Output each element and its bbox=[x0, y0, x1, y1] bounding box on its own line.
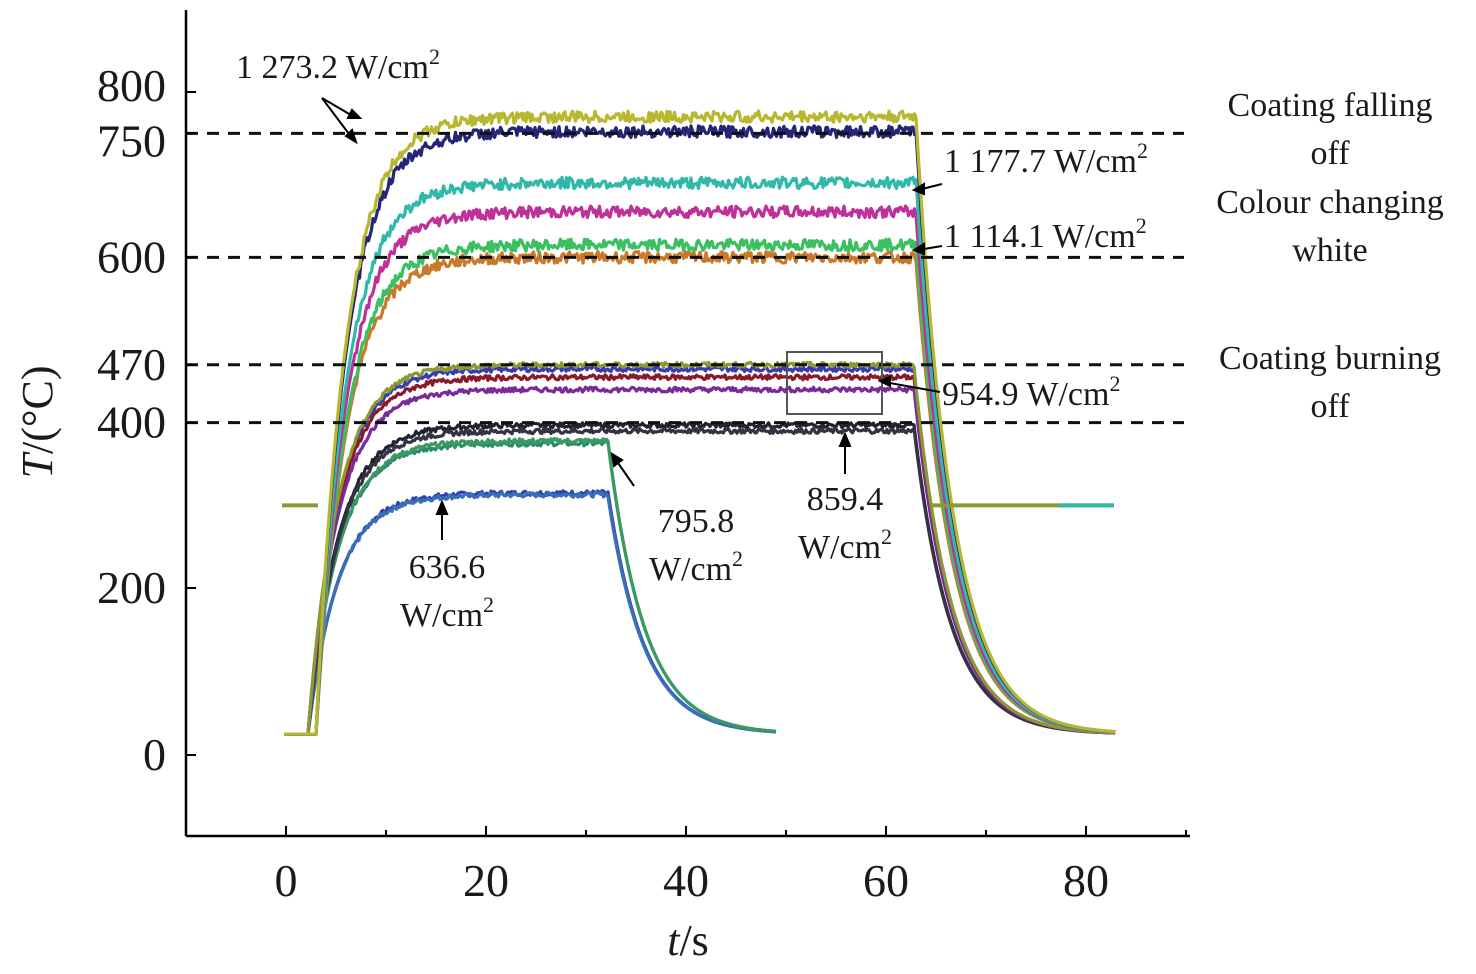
x-axis-title-unit: /s bbox=[679, 916, 708, 965]
annotation-795-unit: W/cm bbox=[649, 551, 732, 588]
condition-label-white-2: white bbox=[1292, 232, 1368, 269]
y-tick-label: 400 bbox=[97, 397, 166, 448]
y-tick-label: 600 bbox=[97, 231, 166, 282]
annotation-1114: 1 114.1 W/cm2 bbox=[944, 213, 1147, 255]
condition-label-falling-1: Coating falling bbox=[1228, 87, 1433, 124]
annotation-1273-sup: 2 bbox=[429, 44, 440, 69]
x-tick-label: 20 bbox=[463, 855, 509, 906]
annotation-1273-text: 1 273.2 W/cm bbox=[236, 49, 429, 86]
arrowhead-859 bbox=[838, 431, 852, 447]
annotation-954: 954.9 W/cm2 bbox=[942, 371, 1120, 413]
y-tick-label: 750 bbox=[97, 115, 166, 166]
arrowhead-795 bbox=[610, 452, 624, 468]
y-axis-title-italic: T bbox=[13, 450, 62, 478]
condition-label-falling-2: off bbox=[1310, 135, 1350, 172]
annotation-636-line1: 636.6 bbox=[409, 549, 486, 586]
y-tick-label: 470 bbox=[97, 339, 166, 390]
y-axis-title: T/(°C) bbox=[13, 366, 62, 479]
series-line bbox=[284, 360, 1116, 736]
x-tick-label: 80 bbox=[1063, 855, 1109, 906]
series-line bbox=[284, 437, 777, 736]
annotation-1114-sup: 2 bbox=[1136, 213, 1147, 238]
x-tick-label: 60 bbox=[863, 855, 909, 906]
arrowhead-1273-b bbox=[344, 128, 358, 145]
y-tick-label: 200 bbox=[97, 562, 166, 613]
annotation-795-line1: 795.8 bbox=[658, 503, 735, 540]
x-tick-label: 40 bbox=[663, 855, 709, 906]
y-tick-label: 0 bbox=[143, 729, 166, 780]
condition-label-burning-2: off bbox=[1310, 388, 1350, 425]
annotation-1177-text: 1 177.7 W/cm bbox=[944, 143, 1137, 180]
arrow-954 bbox=[883, 381, 941, 393]
annotation-795-line2: W/cm2 bbox=[649, 546, 743, 588]
x-axis-title: t/s bbox=[667, 916, 709, 965]
series-line bbox=[284, 204, 1116, 736]
annotation-1273: 1 273.2 W/cm2 bbox=[236, 44, 440, 86]
arrowhead-954 bbox=[877, 375, 891, 388]
arrow-795 bbox=[615, 459, 635, 487]
arrowhead-1273-a bbox=[346, 108, 363, 119]
annotation-636-unit: W/cm bbox=[400, 597, 483, 634]
condition-label-burning-1: Coating burning bbox=[1219, 340, 1441, 377]
y-axis-title-unit: /(°C) bbox=[13, 366, 62, 454]
annotation-954-sup: 2 bbox=[1109, 371, 1120, 396]
annotation-636-line2: W/cm2 bbox=[400, 592, 494, 634]
series-line bbox=[284, 109, 1116, 736]
annotation-859-sup: 2 bbox=[881, 524, 892, 549]
annotation-954-text: 954.9 W/cm bbox=[942, 376, 1109, 413]
annotation-859-line2: W/cm2 bbox=[798, 524, 892, 566]
y-tick-label: 800 bbox=[97, 60, 166, 111]
annotation-859-unit: W/cm bbox=[798, 529, 881, 566]
arrowhead-636 bbox=[435, 499, 449, 515]
annotation-1177-sup: 2 bbox=[1137, 138, 1148, 163]
annotation-795-sup: 2 bbox=[732, 546, 743, 571]
condition-label-white-1: Colour changing bbox=[1216, 184, 1444, 221]
series-line bbox=[284, 426, 1116, 736]
series-group bbox=[282, 109, 1116, 736]
series-line bbox=[284, 175, 1116, 736]
series-line bbox=[284, 385, 1116, 736]
annotation-1114-text: 1 114.1 W/cm bbox=[944, 218, 1136, 255]
annotation-636-sup: 2 bbox=[483, 592, 494, 617]
annotation-859-line1: 859.4 bbox=[807, 481, 884, 518]
arrowhead-1114 bbox=[911, 242, 925, 256]
arrow-1273-b bbox=[321, 97, 353, 139]
annotation-1177: 1 177.7 W/cm2 bbox=[944, 138, 1148, 180]
x-tick-label: 0 bbox=[275, 855, 298, 906]
series-line bbox=[284, 237, 1116, 736]
zoom-box bbox=[786, 351, 883, 415]
x-axis-title-italic: t bbox=[667, 916, 681, 965]
series-line bbox=[284, 490, 777, 736]
annotation-arrows bbox=[321, 97, 943, 540]
arrowhead-1177 bbox=[911, 182, 925, 196]
